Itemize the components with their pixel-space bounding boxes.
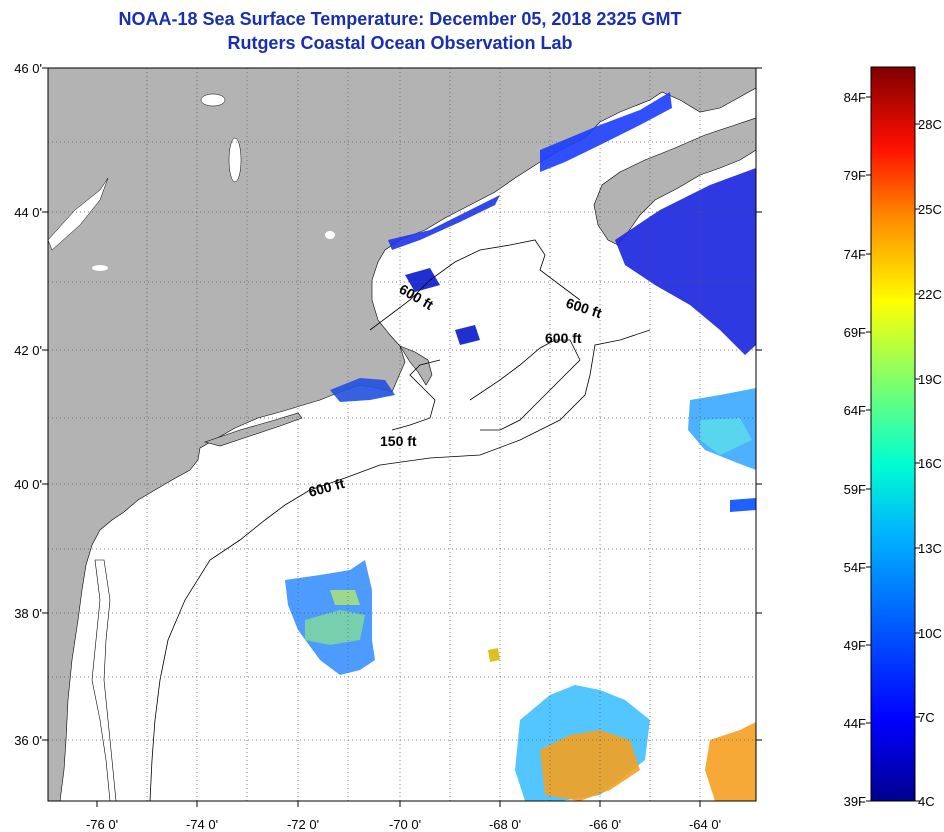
colorbar-f-label: 69F (843, 325, 866, 340)
lat-label: 46 0' (14, 61, 42, 76)
map-title: NOAA-18 Sea Surface Temperature: Decembe… (118, 9, 682, 29)
lon-label: -66 0' (588, 817, 622, 832)
lat-label: 36 0' (14, 733, 42, 748)
sst-colorbar (870, 66, 916, 802)
colorbar-f-label: 84F (843, 90, 866, 105)
colorbar-c-label: 16C (918, 456, 942, 471)
colorbar-f-label: 64F (843, 403, 866, 418)
isobath-label: 600 ft (545, 330, 582, 346)
colorbar-c-label: 13C (918, 541, 942, 556)
colorbar-c-label: 7C (918, 710, 935, 725)
colorbar-f-label: 39F (843, 794, 866, 809)
colorbar-f-label: 79F (843, 168, 866, 183)
lat-label: 38 0' (14, 606, 42, 621)
colorbar-c-label: 28C (918, 117, 942, 132)
colorbar-f-label: 74F (843, 247, 866, 262)
land-nova-scotia (593, 117, 756, 246)
colorbar-f-label: 59F (843, 482, 866, 497)
land-long-island (203, 412, 303, 447)
lon-label: -74 0' (185, 817, 219, 832)
lon-label: -64 0' (688, 817, 722, 832)
map-frame (47, 67, 757, 802)
land-cape-cod (399, 345, 433, 386)
lat-label: 42 0' (14, 343, 42, 358)
colorbar-f-label: 49F (843, 638, 866, 653)
colorbar-c-label: 25C (918, 202, 942, 217)
lon-label: -76 0' (85, 817, 119, 832)
isobath-contours (149, 239, 651, 801)
colorbar-f-label: 44F (843, 716, 866, 731)
isobath-label: 150 ft (380, 433, 417, 449)
lon-label: -68 0' (488, 817, 522, 832)
colorbar-c-label: 4C (918, 794, 935, 809)
colorbar-c-label: 22C (918, 287, 942, 302)
sst-patches (285, 92, 756, 801)
lat-label: 40 0' (14, 477, 42, 492)
colorbar-c-label: 19C (918, 372, 942, 387)
lon-label: -70 0' (388, 817, 422, 832)
lon-label: -72 0' (286, 817, 320, 832)
lat-label: 44 0' (14, 205, 42, 220)
colorbar-f-label: 54F (843, 560, 866, 575)
colorbar-c-label: 10C (918, 626, 942, 641)
map-subtitle: Rutgers Coastal Ocean Observation Lab (227, 33, 573, 53)
